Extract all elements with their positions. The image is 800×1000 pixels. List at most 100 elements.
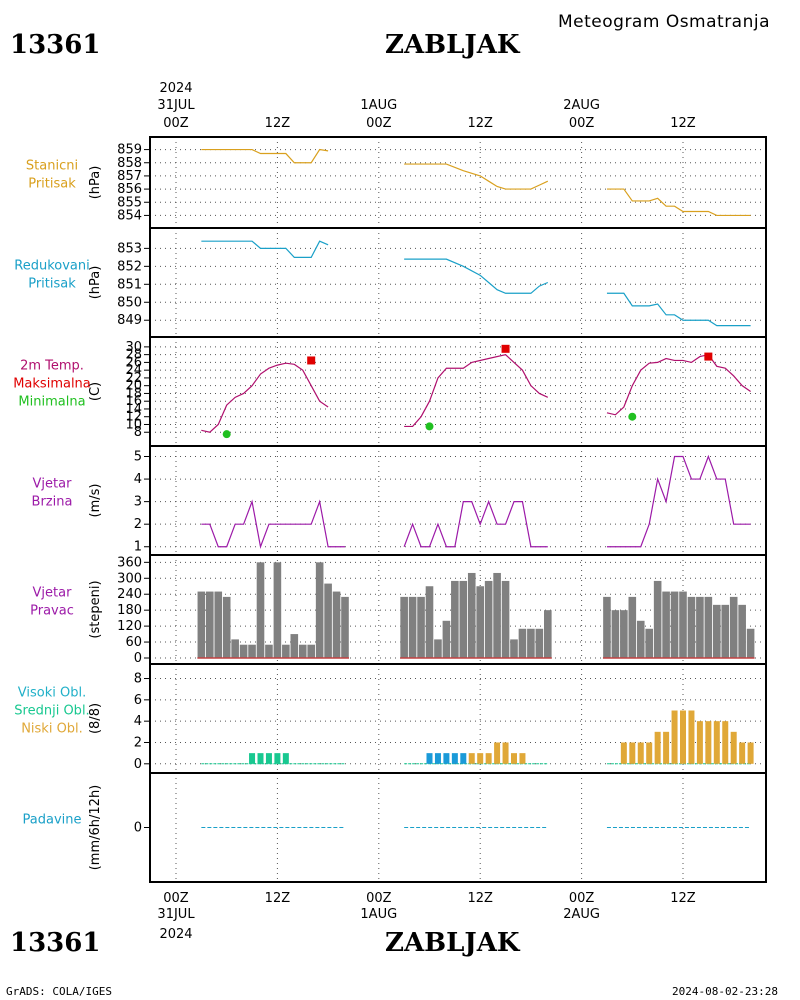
direction-bar — [239, 644, 248, 658]
y-tick-label: 6 — [134, 693, 142, 708]
station-name-bottom: ZABLJAK — [385, 928, 520, 958]
y-tick-label: 3 — [134, 495, 142, 510]
direction-bar — [687, 596, 696, 658]
mid-cloud-bar — [249, 753, 256, 764]
low-cloud-bar — [713, 721, 720, 764]
high-cloud-bar — [443, 753, 450, 764]
y-tick-label: 853 — [117, 241, 142, 256]
series-line — [201, 148, 329, 164]
direction-bar — [307, 644, 315, 658]
y-tick-label: 8 — [134, 672, 142, 687]
low-cloud-bar — [739, 742, 746, 764]
y-tick-label: 16 — [125, 394, 142, 409]
direction-bar — [273, 562, 282, 658]
direction-bar — [231, 639, 239, 658]
high-cloud-bar — [460, 753, 467, 764]
panel-label: Vjetar — [33, 586, 73, 601]
y-tick-label: 858 — [117, 156, 142, 171]
y-tick-label: 855 — [117, 195, 142, 210]
low-cloud-bar — [671, 710, 678, 764]
direction-bar — [459, 580, 468, 658]
direction-bar — [425, 586, 434, 658]
high-cloud-bar — [426, 753, 433, 764]
y-tick-label: 28 — [125, 348, 142, 363]
panel-label: 2m Temp. — [20, 359, 84, 374]
direction-bar — [662, 591, 670, 658]
y-tick-label: 20 — [125, 379, 142, 394]
low-cloud-bar — [663, 731, 670, 764]
day-label-bottom: 31JUL — [157, 907, 195, 922]
y-tick-label: 22 — [125, 371, 142, 386]
panel-label: Niski Obl. — [21, 722, 83, 737]
panel-label: Pritisak — [28, 277, 76, 292]
panel-label: Pravac — [30, 604, 74, 619]
direction-bar — [248, 644, 256, 658]
panel-frame — [149, 772, 767, 883]
y-tick-label: 4 — [134, 714, 142, 729]
panel-label: Brzina — [32, 495, 73, 510]
day-label-top: 31JUL — [157, 98, 195, 113]
low-cloud-bar — [511, 753, 517, 764]
y-tick-label: 240 — [117, 587, 142, 602]
y-tick-label: 120 — [117, 619, 142, 634]
direction-bar — [611, 610, 620, 658]
panel-label: Maksimalna — [13, 377, 91, 392]
panel-ylabel: (stepeni) — [88, 580, 103, 638]
mid-cloud-bar — [282, 753, 289, 764]
low-cloud-bar — [494, 742, 501, 764]
y-tick-label: 854 — [117, 208, 142, 223]
panel-label: Pritisak — [28, 177, 76, 192]
series-line — [403, 499, 548, 548]
low-cloud-bar — [519, 753, 526, 764]
hour-label-bottom: 12Z — [467, 891, 493, 906]
y-tick-label: 14 — [125, 402, 142, 417]
low-cloud-bar — [747, 742, 754, 764]
direction-bar — [341, 596, 349, 658]
panel-label: Vjetar — [33, 477, 73, 492]
series-line — [201, 240, 329, 258]
direction-bar — [256, 562, 265, 658]
y-tick-label: 852 — [117, 259, 142, 274]
y-tick-label: 0 — [134, 821, 142, 836]
y-tick-label: 2 — [134, 735, 142, 750]
hour-label-top: 12Z — [265, 116, 291, 131]
panel-label: Redukovani — [14, 259, 89, 274]
year-label-top: 2024 — [159, 81, 192, 96]
direction-bar — [746, 628, 755, 658]
hour-label-bottom: 00Z — [366, 891, 392, 906]
direction-bar — [476, 586, 484, 658]
low-cloud-bar — [654, 731, 661, 764]
mid-cloud-bar — [274, 753, 281, 764]
direction-bar — [518, 628, 527, 658]
tmax-point — [501, 344, 510, 353]
panel-frame — [149, 136, 767, 229]
direction-bar — [282, 644, 290, 658]
direction-bar — [628, 596, 637, 658]
tmin-point — [222, 430, 231, 439]
series-line — [606, 353, 751, 416]
mid-cloud-bar — [265, 753, 272, 764]
y-tick-label: 10 — [125, 417, 142, 432]
direction-bar — [434, 639, 442, 658]
series-line — [201, 362, 329, 433]
hour-label-top: 12Z — [467, 116, 493, 131]
y-tick-label: 4 — [134, 472, 142, 487]
y-tick-label: 26 — [125, 355, 142, 370]
day-label-top: 1AUG — [360, 98, 397, 113]
direction-bar — [713, 604, 721, 658]
y-tick-label: 1 — [134, 540, 142, 555]
direction-bar — [417, 596, 425, 658]
low-cloud-bar — [637, 742, 644, 764]
hour-label-top: 00Z — [569, 116, 595, 131]
direction-bar — [603, 596, 611, 658]
direction-bar — [408, 596, 417, 658]
direction-bar — [442, 620, 451, 658]
low-cloud-bar — [468, 753, 475, 764]
direction-bar — [222, 596, 231, 658]
low-cloud-bar — [722, 721, 729, 764]
series-line — [404, 258, 549, 294]
low-cloud-bar — [502, 742, 509, 764]
footer-right: 2024-08-02-23:28 — [672, 985, 778, 998]
day-label-top: 2AUG — [563, 98, 600, 113]
direction-bar — [696, 596, 704, 658]
